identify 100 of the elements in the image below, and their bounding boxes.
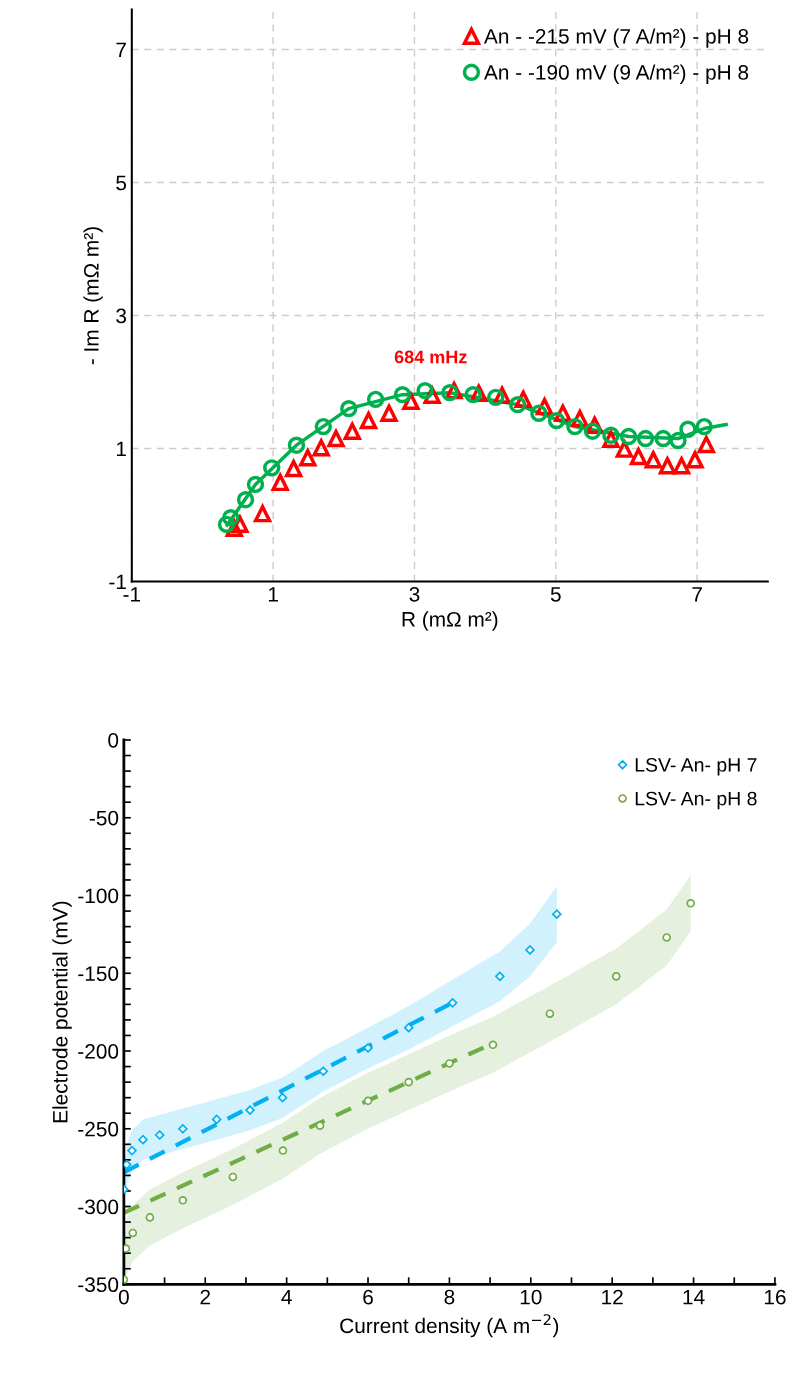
point [222,508,240,527]
point [611,972,621,981]
point [662,933,672,942]
point [270,471,290,492]
point [287,436,306,454]
x-tick-label: 10 [520,1289,542,1305]
point [416,381,434,400]
point [340,399,358,418]
x-axis-title: R (mΩ m²) [402,611,498,631]
legend-label: An - -190 mV (9 A/m²) - pH 8 [483,64,749,84]
point [530,404,548,422]
point [363,1096,373,1106]
y-tick-label: -350 [78,1277,119,1293]
x-tick-label: 4 [281,1289,292,1305]
point [211,1114,222,1125]
point [312,439,330,457]
point [145,1213,155,1222]
y-tick-label: -150 [78,966,119,982]
point [127,1145,137,1156]
point [178,1196,188,1205]
x-tick-label: 7 [692,587,702,602]
point [614,438,634,458]
point [123,1244,131,1253]
x-tick-label: 5 [550,587,561,602]
y-tick-label: -200 [78,1044,119,1059]
point [441,383,459,402]
point [495,971,505,982]
point [403,1022,414,1033]
point [379,402,399,422]
point [464,385,482,404]
x-tick-label: 8 [444,1289,455,1305]
y-tick-label: 0 [108,732,119,748]
x-axis-title: Current density (A m$^{−2}$) [340,1314,559,1338]
y-tick-label: -250 [78,1121,119,1137]
annotation: 684 mHz [394,350,467,364]
point [447,998,458,1008]
point [277,1092,288,1103]
x-tick-label: 16 [764,1289,786,1305]
point [263,459,281,477]
point [545,1009,555,1019]
point [602,426,620,444]
y-tick-label: -1 [109,574,126,590]
point [128,1228,138,1238]
point [686,451,704,469]
point [619,427,638,446]
point [654,429,672,448]
y-tick-label: -300 [78,1199,119,1215]
point [393,385,412,404]
point [246,475,265,494]
point [636,429,655,448]
x-tick-label: 1 [268,587,278,602]
point [547,411,566,430]
point [326,427,346,448]
y-tick-label: 7 [116,42,126,58]
point [583,422,602,440]
point [358,409,379,430]
x-tick-label: 6 [363,1289,373,1305]
point [658,457,677,475]
point [123,1159,132,1170]
y-axis-title: - Im R (mΩ m²) [83,227,103,365]
point [342,420,362,440]
legend-label: An - -215 mV (7 A/m²) - pH 8 [483,28,749,48]
point [314,417,332,436]
point [508,395,527,414]
point [679,420,697,438]
point [525,945,535,955]
point [245,1105,255,1115]
point [566,417,584,436]
point [644,451,662,469]
y-tick-label: 5 [116,175,127,191]
point [628,445,648,466]
point [154,1130,165,1140]
point [552,909,562,919]
point [228,1172,238,1182]
y-tick-label: 3 [116,308,127,324]
x-tick-label: 2 [200,1289,210,1305]
point [697,435,715,454]
point [669,431,687,450]
y-axis-title: Electrode potential (mV) [52,901,72,1123]
point [217,515,236,534]
point [138,1134,148,1145]
y-tick-label: -100 [78,888,119,904]
point [672,457,691,475]
point [488,1040,498,1050]
point [404,1077,414,1087]
point [695,417,713,436]
y-tick-label: -50 [89,810,119,826]
point [236,491,255,509]
point [315,1121,325,1130]
point [299,449,317,467]
point [686,898,696,908]
legend-label: LSV- An- pH 8 [635,791,757,810]
point [284,457,304,478]
point [278,1146,288,1155]
point [318,1066,329,1077]
y-tick-label: 1 [116,441,126,457]
legend-label: LSV- An- pH 7 [635,758,757,776]
point [366,390,385,408]
point [445,1059,454,1068]
x-tick-label: 3 [409,586,420,602]
